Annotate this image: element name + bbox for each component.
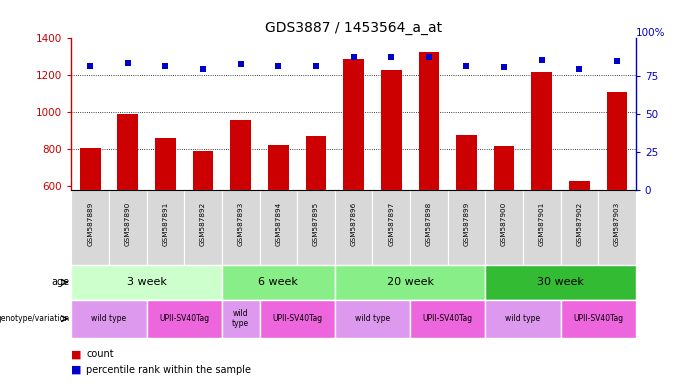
Text: 20 week: 20 week: [386, 277, 434, 287]
Bar: [531, 72, 552, 190]
Bar: [147, 300, 222, 338]
Point: [574, 66, 585, 72]
Point: [461, 63, 472, 69]
Text: wild
type: wild type: [232, 309, 250, 328]
Bar: [231, 120, 251, 190]
Point: [160, 63, 171, 69]
Bar: [343, 59, 364, 190]
Point: [198, 66, 209, 72]
Bar: [222, 300, 260, 338]
Text: GSM587894: GSM587894: [275, 202, 282, 246]
Point: [386, 53, 396, 60]
Text: GSM587893: GSM587893: [238, 202, 243, 246]
Bar: [297, 190, 335, 265]
Bar: [335, 265, 486, 300]
Bar: [260, 300, 335, 338]
Text: GSM587901: GSM587901: [539, 202, 545, 246]
Bar: [381, 70, 402, 190]
Text: GSM587902: GSM587902: [577, 202, 582, 246]
Bar: [222, 265, 335, 300]
Text: GSM587897: GSM587897: [388, 202, 394, 246]
Bar: [418, 52, 439, 190]
Bar: [71, 265, 222, 300]
Text: GSM587889: GSM587889: [87, 202, 93, 246]
Bar: [560, 300, 636, 338]
Bar: [410, 190, 447, 265]
Text: 100%: 100%: [636, 28, 665, 38]
Bar: [192, 151, 214, 190]
Point: [85, 63, 96, 69]
Text: GSM587899: GSM587899: [464, 202, 469, 246]
Bar: [71, 190, 109, 265]
Bar: [80, 149, 101, 190]
Point: [273, 63, 284, 69]
Bar: [335, 190, 373, 265]
Text: GSM587903: GSM587903: [614, 202, 620, 246]
Text: genotype/variation: genotype/variation: [0, 314, 69, 323]
Text: ■: ■: [71, 365, 82, 375]
Bar: [155, 138, 176, 190]
Text: GSM587895: GSM587895: [313, 202, 319, 246]
Text: percentile rank within the sample: percentile rank within the sample: [86, 365, 252, 375]
Text: GSM587892: GSM587892: [200, 202, 206, 246]
Bar: [523, 190, 560, 265]
Point: [611, 58, 622, 64]
Bar: [222, 190, 260, 265]
Bar: [268, 145, 289, 190]
Point: [348, 53, 359, 60]
Point: [498, 64, 509, 70]
Text: GSM587896: GSM587896: [351, 202, 356, 246]
Point: [424, 53, 435, 60]
Text: UPII-SV40Tag: UPII-SV40Tag: [422, 314, 473, 323]
Bar: [335, 300, 410, 338]
Text: 30 week: 30 week: [537, 277, 584, 287]
Text: GSM587890: GSM587890: [125, 202, 131, 246]
Point: [235, 61, 246, 67]
Bar: [560, 190, 598, 265]
Title: GDS3887 / 1453564_a_at: GDS3887 / 1453564_a_at: [265, 21, 442, 35]
Bar: [410, 300, 486, 338]
Bar: [147, 190, 184, 265]
Point: [122, 60, 133, 66]
Bar: [494, 146, 515, 190]
Text: wild type: wild type: [92, 314, 126, 323]
Bar: [260, 190, 297, 265]
Bar: [486, 300, 560, 338]
Text: GSM587891: GSM587891: [163, 202, 169, 246]
Text: wild type: wild type: [505, 314, 541, 323]
Point: [311, 63, 322, 69]
Bar: [118, 114, 138, 190]
Bar: [486, 190, 523, 265]
Point: [537, 56, 547, 63]
Text: 3 week: 3 week: [126, 277, 167, 287]
Text: age: age: [52, 277, 69, 287]
Text: wild type: wild type: [355, 314, 390, 323]
Text: UPII-SV40Tag: UPII-SV40Tag: [272, 314, 322, 323]
Text: 6 week: 6 week: [258, 277, 299, 287]
Bar: [569, 181, 590, 190]
Bar: [373, 190, 410, 265]
Bar: [486, 265, 636, 300]
Bar: [607, 92, 628, 190]
Bar: [598, 190, 636, 265]
Bar: [71, 300, 147, 338]
Bar: [456, 135, 477, 190]
Bar: [447, 190, 486, 265]
Text: UPII-SV40Tag: UPII-SV40Tag: [573, 314, 624, 323]
Text: GSM587900: GSM587900: [501, 202, 507, 246]
Bar: [184, 190, 222, 265]
Text: UPII-SV40Tag: UPII-SV40Tag: [159, 314, 209, 323]
Text: count: count: [86, 349, 114, 359]
Bar: [305, 136, 326, 190]
Text: GSM587898: GSM587898: [426, 202, 432, 246]
Bar: [109, 190, 147, 265]
Text: ■: ■: [71, 349, 82, 359]
